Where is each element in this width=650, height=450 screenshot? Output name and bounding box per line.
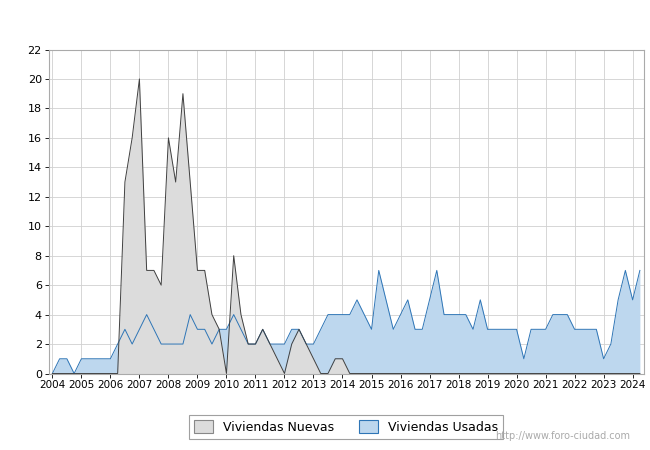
- Text: http://www.foro-ciudad.com: http://www.foro-ciudad.com: [495, 431, 630, 441]
- Legend: Viviendas Nuevas, Viviendas Usadas: Viviendas Nuevas, Viviendas Usadas: [189, 415, 503, 439]
- Text: Fuentealbilla - Evolucion del Nº de Transacciones Inmobiliarias: Fuentealbilla - Evolucion del Nº de Tran…: [96, 13, 554, 28]
